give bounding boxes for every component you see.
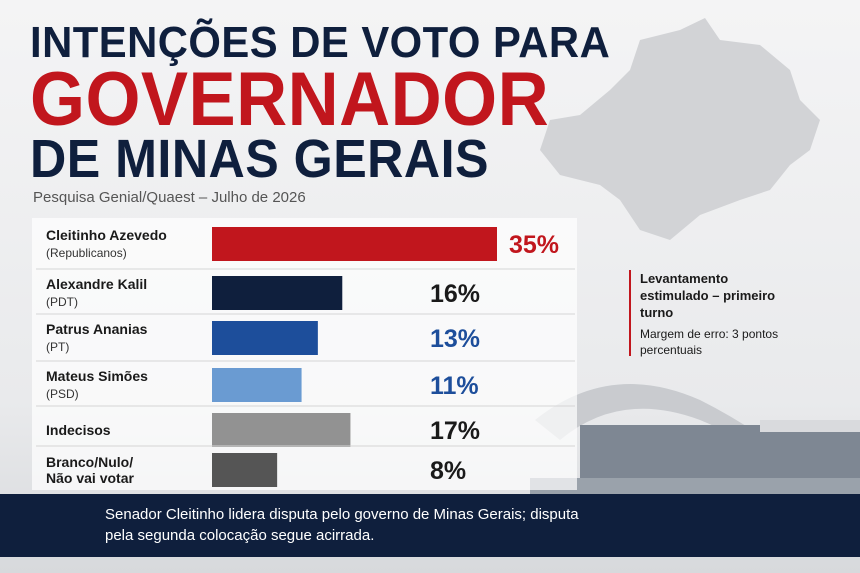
bar — [212, 413, 351, 447]
subtitle: Pesquisa Genial/Quaest – Julho de 2026 — [33, 189, 306, 206]
map-silhouette — [540, 18, 820, 240]
title-line: DE MINAS GERAIS — [30, 129, 490, 189]
category-label: Mateus Simões — [46, 368, 148, 384]
value-label: 35% — [509, 231, 559, 259]
building — [530, 384, 860, 494]
party-label: (PDT) — [46, 295, 78, 309]
bar — [212, 368, 302, 402]
note: Levantamento estimulado – primeiro turno… — [640, 270, 780, 358]
category-label: Patrus Ananias — [46, 321, 148, 337]
category-label: Alexandre Kalil — [46, 276, 147, 292]
note-text: Margem de erro: 3 pontos percentuais — [640, 327, 779, 357]
category-label: Indecisos — [46, 422, 111, 438]
party-label: (PSD) — [46, 387, 79, 401]
bar — [212, 321, 318, 355]
party-label: (PT) — [46, 340, 69, 354]
value-label: 11% — [430, 372, 479, 400]
value-label: 16% — [430, 280, 480, 308]
note-title: Levantamento estimulado – primeiro turno — [640, 271, 776, 320]
bar — [212, 276, 343, 310]
title-line: INTENÇÕES DE VOTO PARA — [30, 18, 611, 67]
category-label: Cleitinho Azevedo — [46, 227, 167, 243]
value-label: 13% — [430, 325, 480, 353]
bar — [212, 453, 278, 487]
footer-band: Senador Cleitinho lidera disputa pelo go… — [0, 494, 860, 557]
footer-text: Senador Cleitinho lidera disputa pelo go… — [105, 506, 579, 544]
title-line: GOVERNADOR — [30, 57, 550, 142]
value-label: 17% — [430, 417, 480, 445]
value-label: 8% — [430, 457, 466, 485]
party-label: (Republicanos) — [46, 246, 127, 260]
category-label: Branco/Nulo/Não vai votar — [46, 454, 134, 486]
bar — [212, 227, 497, 261]
